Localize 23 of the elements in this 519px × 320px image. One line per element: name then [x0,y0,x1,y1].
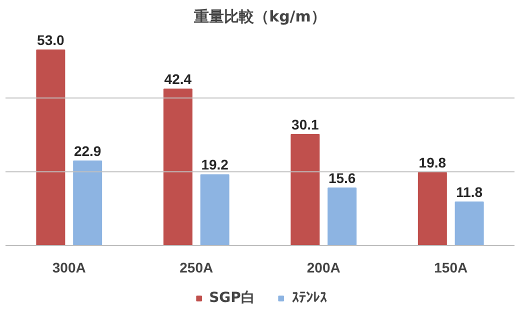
data-label: 53.0 [37,32,65,48]
bar [36,50,66,246]
bar [328,187,357,246]
bar [200,174,230,246]
data-label: 15.6 [328,170,356,186]
x-tick-label: 150A [434,260,468,276]
bar [73,160,102,246]
data-label: 42.4 [164,71,192,88]
x-tick-label: 250A [180,260,214,276]
chart-title: 重量比較（kg/m） [193,8,326,26]
bar [290,134,320,246]
x-tick-label: 300A [52,260,86,276]
data-label: 19.2 [201,156,229,173]
data-label: 22.9 [74,143,102,160]
bar [418,172,447,246]
bar [454,201,484,246]
x-tick-label: 200A [306,260,340,276]
bar [163,88,192,246]
legend-label: ｽﾃﾝﾚｽ [292,290,327,306]
legend-label: SGP白 [209,289,255,307]
data-label: 11.8 [456,184,483,200]
data-label: 30.1 [292,116,320,132]
data-label: 19.8 [418,154,446,170]
